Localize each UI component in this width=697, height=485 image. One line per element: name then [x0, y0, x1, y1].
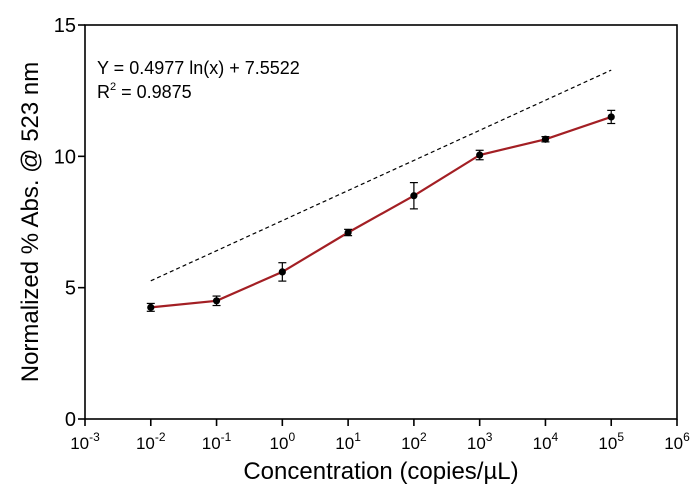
x-tick-label-exponent: -2 [155, 430, 166, 444]
y-tick-label: 0 [65, 409, 76, 431]
data-point [410, 192, 418, 200]
x-axis-title: Concentration (copies/µL) [243, 458, 518, 485]
x-tick-label: 104 [533, 430, 559, 453]
fit-line [150, 69, 612, 282]
x-tick-label-exponent: 3 [486, 430, 493, 444]
x-tick-label-exponent: -1 [221, 430, 232, 444]
y-tick-label: 10 [54, 146, 76, 168]
x-tick-label-exponent: -3 [89, 430, 100, 444]
x-tick-label: 103 [467, 430, 493, 453]
plot-frame [84, 24, 678, 420]
x-tick-label: 105 [598, 430, 624, 453]
x-tick-label: 102 [401, 430, 427, 453]
data-point [607, 113, 615, 121]
x-tick-label: 100 [270, 430, 296, 453]
r-squared-value: = 0.9875 [116, 82, 192, 102]
x-tick-label-base: 10 [401, 434, 420, 453]
x-tick-label: 10-3 [70, 430, 100, 453]
x-tick-label: 101 [335, 430, 361, 453]
x-tick-label-base: 10 [70, 434, 89, 453]
x-tick-label-base: 10 [136, 434, 155, 453]
x-tick-label-exponent: 4 [552, 430, 559, 444]
x-tick-label-base: 10 [664, 434, 683, 453]
data-point [278, 268, 286, 276]
r-squared-prefix: R [97, 82, 110, 102]
r-squared-superscript: 2 [110, 81, 116, 93]
data-point [147, 303, 155, 311]
data-point [476, 151, 484, 159]
x-tick-label-base: 10 [335, 434, 354, 453]
x-tick-label-exponent: 5 [617, 430, 624, 444]
series-line [150, 115, 612, 309]
x-tick-label-exponent: 1 [354, 430, 361, 444]
x-tick-label-base: 10 [270, 434, 289, 453]
y-tick-label: 15 [54, 15, 76, 37]
x-tick-label-exponent: 6 [683, 430, 690, 444]
y-tick-label: 5 [65, 278, 76, 300]
x-tick-label-base: 10 [533, 434, 552, 453]
x-tick-label-base: 10 [467, 434, 486, 453]
data-point [541, 135, 550, 143]
x-tick-label: 10-2 [136, 430, 166, 453]
x-tick-label: 106 [664, 430, 690, 453]
data-point [344, 228, 352, 237]
x-tick-label-exponent: 2 [420, 430, 427, 444]
x-tick-label: 10-1 [202, 430, 232, 453]
x-tick-label-base: 10 [202, 434, 221, 453]
equation-label: Y = 0.4977 ln(x) + 7.5522 [97, 58, 300, 78]
r-squared-label: R2 = 0.9875 [97, 81, 192, 102]
x-tick-label-exponent: 0 [288, 430, 295, 444]
y-axis-title: Normalized % Abs. @ 523 nm [17, 62, 44, 383]
x-tick-label-base: 10 [598, 434, 617, 453]
data-point [212, 297, 221, 305]
